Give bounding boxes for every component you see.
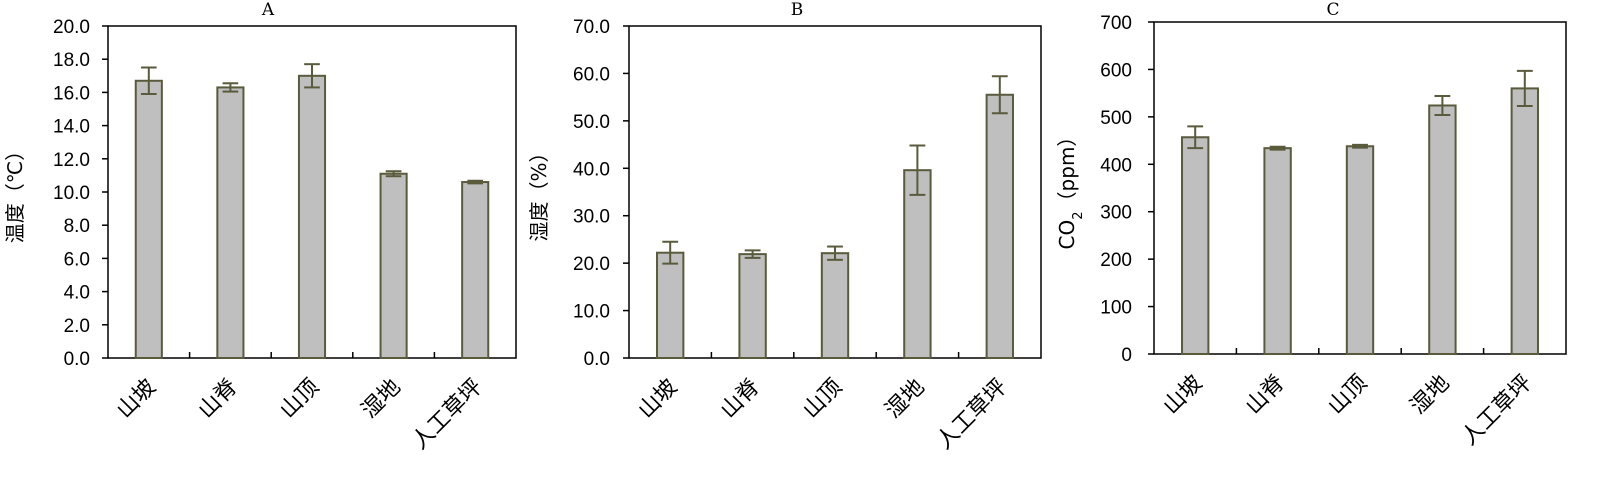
y-tick-label: 14.0 bbox=[53, 117, 90, 138]
chart-title: C bbox=[1326, 0, 1339, 20]
y-tick-label: 0.0 bbox=[64, 349, 90, 370]
y-tick-label: 50.0 bbox=[573, 112, 610, 133]
y-tick-label: 40.0 bbox=[573, 159, 610, 180]
y-tick-label: 8.0 bbox=[64, 216, 90, 237]
y-tick-label: 10.0 bbox=[573, 302, 610, 323]
y-tick-label: 30.0 bbox=[573, 207, 610, 228]
y-tick-label: 0 bbox=[1121, 345, 1132, 366]
y-tick-label: 4.0 bbox=[64, 283, 90, 304]
x-category-label: 湿地 bbox=[357, 375, 406, 424]
y-tick-label: 20.0 bbox=[573, 254, 610, 275]
y-tick-label: 70.0 bbox=[573, 17, 610, 38]
y-tick-label: 12.0 bbox=[53, 150, 90, 171]
bar bbox=[656, 251, 685, 359]
x-category-label: 山脊 bbox=[194, 375, 243, 424]
bar bbox=[216, 86, 245, 359]
x-category-label: 山顶 bbox=[1323, 371, 1372, 420]
y-tick-label: 400 bbox=[1100, 155, 1132, 176]
x-category-label: 湿地 bbox=[881, 375, 930, 424]
bar bbox=[1428, 104, 1457, 355]
x-category-label: 人工草坪 bbox=[932, 375, 1012, 455]
y-tick-label: 100 bbox=[1100, 298, 1132, 319]
x-category-label: 山顶 bbox=[798, 375, 847, 424]
chart-panel-1: A 0.0 2.0 4.0 6.0 8.0 10.0 12.0 14.0 16.0 18.0 20.0… bbox=[3, 0, 517, 455]
x-category-label: 山坡 bbox=[1159, 371, 1208, 420]
y-axis-label: CO2（ppm） bbox=[1055, 127, 1086, 250]
y-tick-label: 18.0 bbox=[53, 50, 90, 71]
y-axis-label: 湿度（%） bbox=[527, 142, 551, 241]
x-category-label: 人工草坪 bbox=[1457, 371, 1537, 451]
x-category-label: 山脊 bbox=[1241, 371, 1290, 420]
bar bbox=[1263, 147, 1292, 355]
y-tick-label: 20.0 bbox=[53, 17, 90, 38]
y-axis-label: 温度（℃） bbox=[3, 141, 27, 243]
y-tick-label: 6.0 bbox=[64, 249, 90, 270]
bar bbox=[903, 169, 932, 359]
x-category-label: 山脊 bbox=[716, 375, 765, 424]
y-tick-label: 10.0 bbox=[53, 183, 90, 204]
bar bbox=[461, 181, 490, 359]
bar bbox=[1181, 136, 1210, 355]
y-tick-label: 2.0 bbox=[64, 316, 90, 337]
x-category-label: 人工草坪 bbox=[408, 375, 488, 455]
chart-panel-3: C 0 100 200 300 400 500 600 700 山坡 山脊 山顶 湿地 人工草坪 CO2（p… bbox=[1055, 0, 1567, 451]
y-tick-label: 16.0 bbox=[53, 83, 90, 104]
y-tick-label: 500 bbox=[1100, 108, 1132, 129]
bar bbox=[1510, 87, 1539, 356]
chart-title: B bbox=[791, 0, 804, 20]
y-tick-label: 200 bbox=[1100, 250, 1132, 271]
bar bbox=[738, 253, 767, 359]
y-tick-label: 700 bbox=[1100, 13, 1132, 34]
bar bbox=[820, 252, 850, 360]
x-category-label: 湿地 bbox=[1406, 371, 1455, 420]
x-category-label: 山坡 bbox=[634, 375, 683, 424]
y-tick-label: 600 bbox=[1100, 60, 1132, 81]
bar bbox=[134, 79, 163, 359]
bar bbox=[379, 172, 408, 359]
y-tick-label: 60.0 bbox=[573, 64, 610, 85]
x-category-label: 山坡 bbox=[112, 375, 161, 424]
bar bbox=[297, 74, 327, 360]
y-tick-label: 300 bbox=[1100, 203, 1132, 224]
bar bbox=[985, 93, 1014, 360]
chart-title: A bbox=[261, 0, 275, 20]
y-tick-label: 0.0 bbox=[584, 349, 610, 370]
chart-panel-2: B 0.0 10.0 20.0 30.0 40.0 50.0 60.0 70.0 山坡 山脊 山顶 湿地… bbox=[527, 0, 1042, 455]
bar bbox=[1345, 145, 1375, 355]
x-category-label: 山顶 bbox=[275, 375, 324, 424]
